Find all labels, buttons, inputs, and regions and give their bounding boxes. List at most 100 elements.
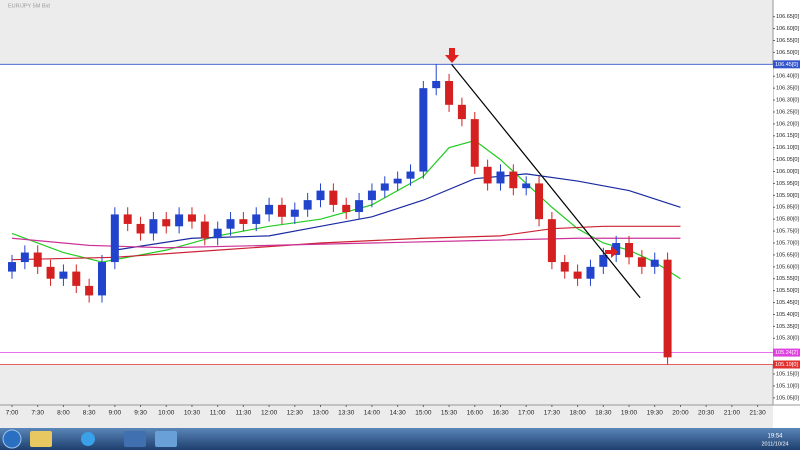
clock-time: 19:54 — [767, 434, 783, 440]
x-tick-label: 7:00 — [6, 410, 19, 417]
x-tick-label: 10:30 — [184, 410, 201, 417]
price-axis-panel — [773, 0, 800, 428]
down-arrow — [445, 48, 459, 63]
y-tick-label: 105.70[0] — [776, 240, 799, 246]
candle-body — [445, 81, 454, 105]
candle-body — [162, 219, 171, 227]
y-tick-label: 106.15[0] — [776, 133, 799, 139]
y-tick-label: 106.50[0] — [776, 50, 799, 56]
candle-body — [213, 228, 222, 239]
y-tick-label: 105.65[0] — [776, 252, 799, 258]
price-level-tag — [773, 60, 800, 69]
candle-body — [625, 243, 634, 258]
x-tick-label: 16:30 — [492, 410, 509, 417]
candle-body — [85, 285, 94, 296]
x-tick-label: 12:00 — [261, 410, 278, 417]
y-tick-label: 105.40[0] — [776, 312, 799, 318]
price-level-tag — [773, 360, 800, 369]
y-tick-label: 105.60[0] — [776, 264, 799, 270]
x-tick-label: 9:30 — [134, 410, 147, 417]
candle-body — [187, 214, 196, 222]
right-arrow — [605, 246, 618, 258]
y-tick-label: 105.90[0] — [776, 193, 799, 199]
x-tick-label: 16:00 — [467, 410, 484, 417]
candle-body — [367, 190, 376, 201]
candle-body — [59, 271, 68, 279]
candle-body — [316, 190, 325, 201]
x-tick-label: 21:00 — [724, 410, 741, 417]
y-tick-label: 106.05[0] — [776, 157, 799, 163]
price-level-label: 106.45[0] — [775, 62, 798, 68]
y-tick-label: 105.95[0] — [776, 181, 799, 187]
x-tick-label: 14:00 — [364, 410, 381, 417]
y-tick-label: 105.35[0] — [776, 324, 799, 330]
y-tick-label: 105.75[0] — [776, 229, 799, 235]
candle-body — [573, 271, 582, 279]
browser-icon[interactable] — [81, 432, 95, 446]
candle-body — [329, 190, 338, 205]
candle-body — [535, 183, 544, 220]
price-level-label: 105.19[0] — [775, 362, 798, 368]
y-tick-label: 105.05[0] — [776, 395, 799, 401]
candle-body — [252, 214, 261, 224]
candle-body — [650, 259, 659, 267]
candle-body — [239, 219, 248, 224]
y-tick-label: 105.45[0] — [776, 300, 799, 306]
candle-body — [393, 178, 402, 184]
y-tick-label: 106.60[0] — [776, 26, 799, 32]
y-tick-label: 106.65[0] — [776, 14, 799, 20]
explorer-icon[interactable] — [30, 431, 52, 447]
y-tick-label: 105.80[0] — [776, 217, 799, 223]
x-tick-label: 7:30 — [31, 410, 44, 417]
y-tick-label: 106.00[0] — [776, 169, 799, 175]
y-tick-label: 105.15[0] — [776, 371, 799, 377]
x-tick-label: 10:00 — [158, 410, 175, 417]
candle-body — [419, 88, 428, 172]
candle-body — [355, 200, 364, 213]
moving-average — [11, 237, 681, 249]
app-icon[interactable] — [124, 431, 146, 447]
x-tick-label: 15:30 — [441, 410, 458, 417]
y-tick-label: 105.10[0] — [776, 383, 799, 389]
candle-body — [7, 262, 16, 272]
x-tick-label: 11:30 — [235, 410, 251, 417]
y-tick-label: 106.25[0] — [776, 109, 799, 115]
candle-body — [265, 204, 274, 215]
candle-body — [483, 166, 492, 184]
x-tick-label: 8:00 — [57, 410, 70, 417]
y-tick-label: 105.50[0] — [776, 288, 799, 294]
trendline — [451, 63, 641, 299]
candle-body — [123, 214, 132, 224]
plot: 105.05[0] 105.10[0] 105.15[0] 105.30[0] 105.… — [0, 14, 800, 417]
y-tick-label: 105.55[0] — [776, 276, 799, 282]
x-tick-label: 20:00 — [672, 410, 689, 417]
clock-date: 2011/10/24 — [761, 441, 788, 447]
x-tick-label: 18:30 — [595, 410, 612, 417]
y-tick-label: 106.20[0] — [776, 121, 799, 127]
candle-body — [97, 262, 106, 296]
x-tick-label: 13:30 — [338, 410, 355, 417]
y-tick-label: 105.85[0] — [776, 205, 799, 211]
candle-body — [20, 252, 29, 263]
trading-app-icon[interactable] — [155, 431, 177, 447]
price-level-tag — [773, 348, 800, 357]
candle-body — [277, 204, 286, 217]
start-button[interactable] — [2, 429, 22, 449]
x-tick-label: 9:00 — [109, 410, 122, 417]
moving-average — [11, 139, 681, 280]
candle-body — [175, 214, 184, 227]
candle-body — [33, 252, 42, 267]
candle-body — [470, 119, 479, 167]
candle-body — [522, 183, 531, 189]
candle-body — [612, 243, 621, 255]
x-tick-label: 14:30 — [390, 410, 407, 417]
candle-body — [560, 262, 569, 272]
moving-average — [114, 173, 681, 251]
moving-average — [11, 225, 681, 261]
x-tick-label: 19:30 — [647, 410, 664, 417]
x-tick-label: 18:00 — [569, 410, 586, 417]
candle-body — [303, 200, 312, 210]
candle-body — [547, 219, 556, 263]
candle-body — [496, 171, 505, 184]
x-tick-label: 8:30 — [83, 410, 96, 417]
